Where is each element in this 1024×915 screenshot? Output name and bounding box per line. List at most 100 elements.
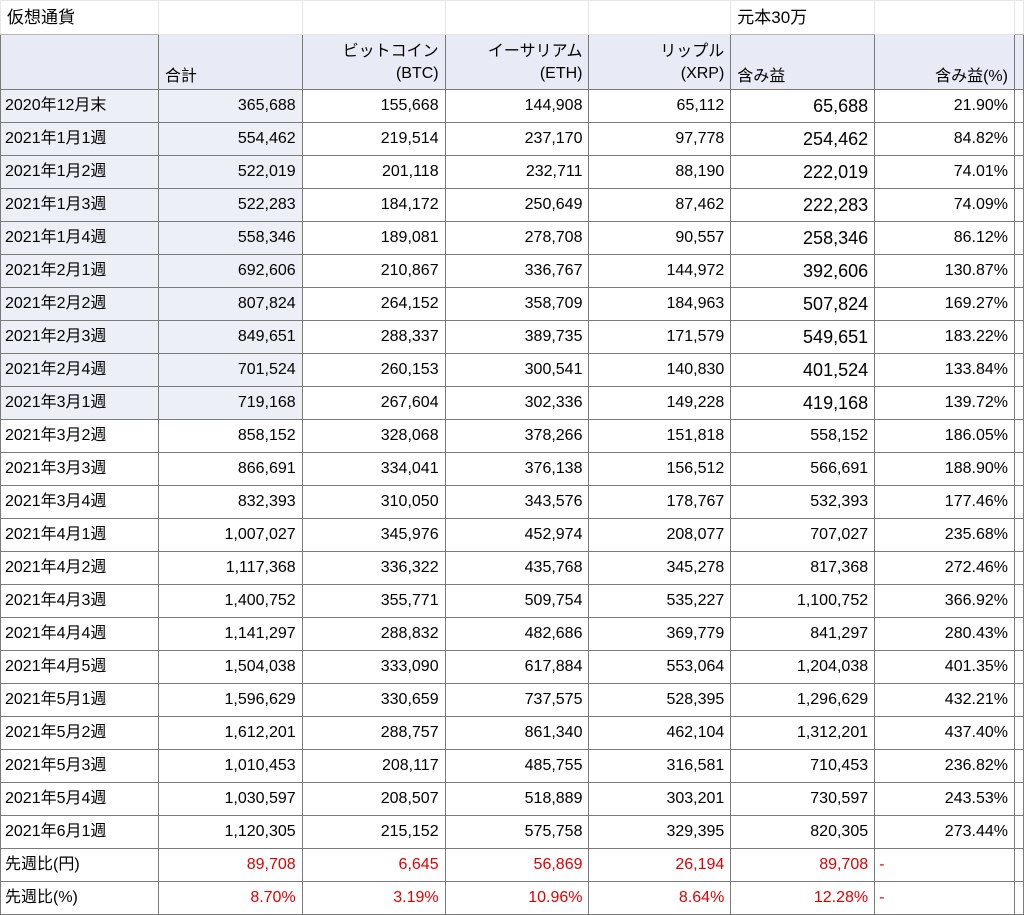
gain-pct-value[interactable]: 74.09% (874, 188, 1015, 222)
row-label[interactable]: 2021年1月1週 (0, 122, 159, 156)
capital-note-cell[interactable]: 元本30万 (730, 0, 876, 35)
gain-pct-value[interactable]: 84.82% (874, 122, 1015, 156)
gain-pct-value[interactable]: 74.01% (874, 155, 1015, 189)
gain-pct-value[interactable]: 273.44% (874, 815, 1015, 849)
btc-value[interactable]: 267,604 (301, 386, 446, 420)
eth-value[interactable]: 302,336 (444, 386, 590, 420)
gain-value[interactable]: 258,346 (730, 221, 876, 255)
gain-pct-value[interactable]: 437.40% (874, 716, 1015, 750)
total-value[interactable]: 1,612,201 (157, 716, 303, 750)
gain-value[interactable]: 1,296,629 (730, 683, 876, 717)
btc-value[interactable]: 201,118 (301, 155, 446, 189)
row-label[interactable]: 2021年1月4週 (0, 221, 159, 255)
eth-value[interactable]: 485,755 (444, 749, 590, 783)
gain-pct-value[interactable]: 236.82% (874, 749, 1015, 783)
diff-xrp-value[interactable]: 26,194 (588, 848, 732, 882)
total-value[interactable]: 1,504,038 (157, 650, 303, 684)
btc-value[interactable]: 215,152 (301, 815, 446, 849)
gain-pct-value[interactable]: 177.46% (874, 485, 1015, 519)
header-eth[interactable]: イーサリアム (ETH) (444, 34, 590, 90)
gain-pct-value[interactable]: 86.12% (874, 221, 1015, 255)
diff-gain-value[interactable]: 12.28% (730, 881, 876, 915)
gain-pct-value[interactable]: 235.68% (874, 518, 1015, 552)
header-label-cell[interactable] (0, 34, 159, 90)
gain-value[interactable]: 222,019 (730, 155, 876, 189)
diff-btc-value[interactable]: 6,645 (301, 848, 446, 882)
total-value[interactable]: 1,007,027 (157, 518, 303, 552)
gain-pct-value[interactable]: 139.72% (874, 386, 1015, 420)
btc-value[interactable]: 208,507 (301, 782, 446, 816)
gain-pct-value[interactable]: 21.90% (874, 89, 1015, 123)
xrp-value[interactable]: 316,581 (588, 749, 732, 783)
row-label[interactable]: 2021年2月3週 (0, 320, 159, 354)
gain-value[interactable]: 707,027 (730, 518, 876, 552)
row-label[interactable]: 2020年12月末 (0, 89, 159, 123)
header-gain[interactable]: 含み益 (730, 34, 876, 90)
eth-value[interactable]: 278,708 (444, 221, 590, 255)
header-total[interactable]: 合計 (157, 34, 303, 90)
btc-value[interactable]: 333,090 (301, 650, 446, 684)
xrp-value[interactable]: 65,112 (588, 89, 732, 123)
empty-cell[interactable] (157, 0, 303, 35)
empty-cell[interactable] (444, 0, 590, 35)
total-value[interactable]: 558,346 (157, 221, 303, 255)
gain-pct-value[interactable]: 280.43% (874, 617, 1015, 651)
row-label[interactable]: 2021年4月2週 (0, 551, 159, 585)
eth-value[interactable]: 452,974 (444, 518, 590, 552)
eth-value[interactable]: 389,735 (444, 320, 590, 354)
xrp-value[interactable]: 88,190 (588, 155, 732, 189)
eth-value[interactable]: 232,711 (444, 155, 590, 189)
total-value[interactable]: 832,393 (157, 485, 303, 519)
total-value[interactable]: 365,688 (157, 89, 303, 123)
btc-value[interactable]: 260,153 (301, 353, 446, 387)
xrp-value[interactable]: 553,064 (588, 650, 732, 684)
eth-value[interactable]: 237,170 (444, 122, 590, 156)
eth-value[interactable]: 336,767 (444, 254, 590, 288)
total-value[interactable]: 858,152 (157, 419, 303, 453)
gain-value[interactable]: 1,100,752 (730, 584, 876, 618)
total-value[interactable]: 1,010,453 (157, 749, 303, 783)
xrp-value[interactable]: 149,228 (588, 386, 732, 420)
total-value[interactable]: 866,691 (157, 452, 303, 486)
gain-pct-value[interactable]: 401.35% (874, 650, 1015, 684)
xrp-value[interactable]: 208,077 (588, 518, 732, 552)
diff-total-value[interactable]: 8.70% (157, 881, 303, 915)
gain-value[interactable]: 558,152 (730, 419, 876, 453)
eth-value[interactable]: 144,908 (444, 89, 590, 123)
eth-value[interactable]: 300,541 (444, 353, 590, 387)
gain-value[interactable]: 1,204,038 (730, 650, 876, 684)
total-value[interactable]: 554,462 (157, 122, 303, 156)
btc-value[interactable]: 189,081 (301, 221, 446, 255)
gain-value[interactable]: 820,305 (730, 815, 876, 849)
eth-value[interactable]: 509,754 (444, 584, 590, 618)
empty-cell[interactable] (874, 0, 1015, 35)
row-label[interactable]: 2021年3月3週 (0, 452, 159, 486)
btc-value[interactable]: 264,152 (301, 287, 446, 321)
gain-pct-value[interactable]: 366.92% (874, 584, 1015, 618)
gain-pct-value[interactable]: 130.87% (874, 254, 1015, 288)
gain-value[interactable]: 392,606 (730, 254, 876, 288)
gain-value[interactable]: 841,297 (730, 617, 876, 651)
xrp-value[interactable]: 90,557 (588, 221, 732, 255)
btc-value[interactable]: 210,867 (301, 254, 446, 288)
header-gain-pct[interactable]: 含み益(%) (874, 34, 1015, 90)
total-value[interactable]: 522,019 (157, 155, 303, 189)
eth-value[interactable]: 617,884 (444, 650, 590, 684)
gain-value[interactable]: 222,283 (730, 188, 876, 222)
gain-value[interactable]: 254,462 (730, 122, 876, 156)
row-label[interactable]: 2021年2月4週 (0, 353, 159, 387)
gain-value[interactable]: 566,691 (730, 452, 876, 486)
sheet-title-cell[interactable]: 仮想通貨 (0, 0, 159, 35)
eth-value[interactable]: 358,709 (444, 287, 590, 321)
btc-value[interactable]: 288,832 (301, 617, 446, 651)
diff-label[interactable]: 先週比(%) (0, 881, 159, 915)
gain-pct-value[interactable]: 188.90% (874, 452, 1015, 486)
gain-value[interactable]: 419,168 (730, 386, 876, 420)
gain-value[interactable]: 710,453 (730, 749, 876, 783)
xrp-value[interactable]: 462,104 (588, 716, 732, 750)
total-value[interactable]: 522,283 (157, 188, 303, 222)
diff-eth-value[interactable]: 56,869 (444, 848, 590, 882)
btc-value[interactable]: 155,668 (301, 89, 446, 123)
xrp-value[interactable]: 535,227 (588, 584, 732, 618)
xrp-value[interactable]: 178,767 (588, 485, 732, 519)
